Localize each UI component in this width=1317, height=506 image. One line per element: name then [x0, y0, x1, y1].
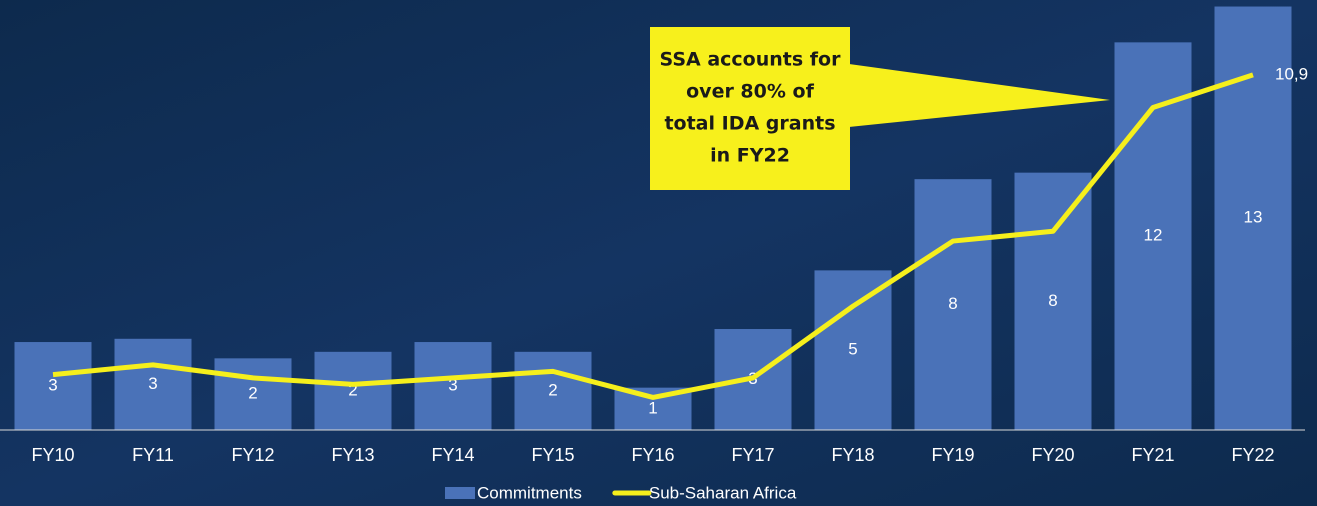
- line-label: 10,9: [1275, 64, 1308, 83]
- bar-label: 13: [1244, 208, 1263, 227]
- bar: [814, 270, 892, 430]
- bar: [914, 179, 992, 430]
- x-tick-label: FY17: [731, 445, 774, 465]
- bar: [314, 351, 392, 430]
- annotation: SSA accounts for: [660, 49, 842, 71]
- x-tick-label: FY12: [231, 445, 274, 465]
- x-tick-label: FY13: [331, 445, 374, 465]
- bar: [514, 351, 592, 430]
- bar: [414, 342, 492, 430]
- bar: [214, 358, 292, 430]
- callout-pointer: [820, 60, 1110, 130]
- annotation: total IDA grants: [664, 113, 835, 135]
- x-tick-label: FY22: [1231, 445, 1274, 465]
- bar-label: 12: [1144, 226, 1163, 245]
- x-tick-label: FY10: [31, 445, 74, 465]
- bar: [114, 338, 192, 430]
- x-tick-label: FY15: [531, 445, 574, 465]
- bar-label: 5: [848, 340, 857, 359]
- x-tick-label: FY20: [1031, 445, 1074, 465]
- x-tick-label: FY18: [831, 445, 874, 465]
- bar-label: 3: [48, 376, 57, 395]
- bar: [14, 342, 92, 430]
- bar-label: 2: [348, 380, 357, 399]
- bar: [1014, 172, 1092, 430]
- legend-swatch: [445, 487, 475, 499]
- x-tick-label: FY19: [931, 445, 974, 465]
- bar-label: 1: [648, 398, 657, 417]
- bar-label: 3: [148, 374, 157, 393]
- annotation: over 80% of: [686, 81, 814, 103]
- x-tick-label: FY16: [631, 445, 674, 465]
- bar-label: 3: [448, 376, 457, 395]
- legend-label: Sub-Saharan Africa: [649, 483, 797, 502]
- bar-label: 2: [248, 384, 257, 403]
- callout-box: [650, 27, 850, 190]
- x-tick-label: FY21: [1131, 445, 1174, 465]
- legend-label: Commitments: [477, 483, 582, 502]
- x-tick-label: FY11: [132, 445, 174, 465]
- x-tick-label: FY14: [431, 445, 474, 465]
- bar-label: 8: [1048, 291, 1057, 310]
- annotation: in FY22: [710, 145, 790, 167]
- line: [52, 72, 1254, 400]
- bar-label: 2: [548, 380, 557, 399]
- bar-label: 8: [948, 294, 957, 313]
